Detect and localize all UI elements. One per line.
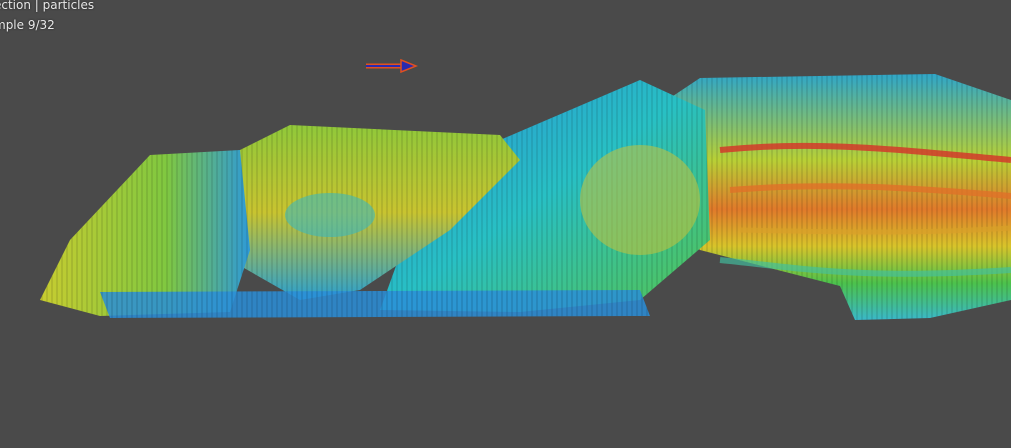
yellow-patch (580, 145, 700, 255)
arrow-right-icon (400, 58, 419, 74)
front-base (100, 290, 650, 318)
right-block (640, 74, 1011, 320)
left-hill (230, 125, 520, 300)
red-band-middle (729, 183, 1011, 199)
right-block-vectors (640, 74, 1011, 320)
direction-indicator (366, 58, 419, 74)
info-line-mode: ection | particles (0, 0, 95, 12)
middle-slope (380, 80, 710, 312)
info-line-sample: mple 9/32 (0, 18, 55, 32)
orange-band-lower (739, 225, 1011, 235)
left-edge (40, 150, 250, 316)
red-band-upper (719, 142, 1011, 163)
front-base-vectors (100, 290, 650, 318)
middle-slope-vectors (380, 80, 710, 312)
left-edge-vectors (40, 150, 250, 316)
cyan-hollow (285, 193, 375, 237)
left-hill-vectors (230, 125, 520, 300)
cyan-band-bottom (719, 257, 1011, 277)
